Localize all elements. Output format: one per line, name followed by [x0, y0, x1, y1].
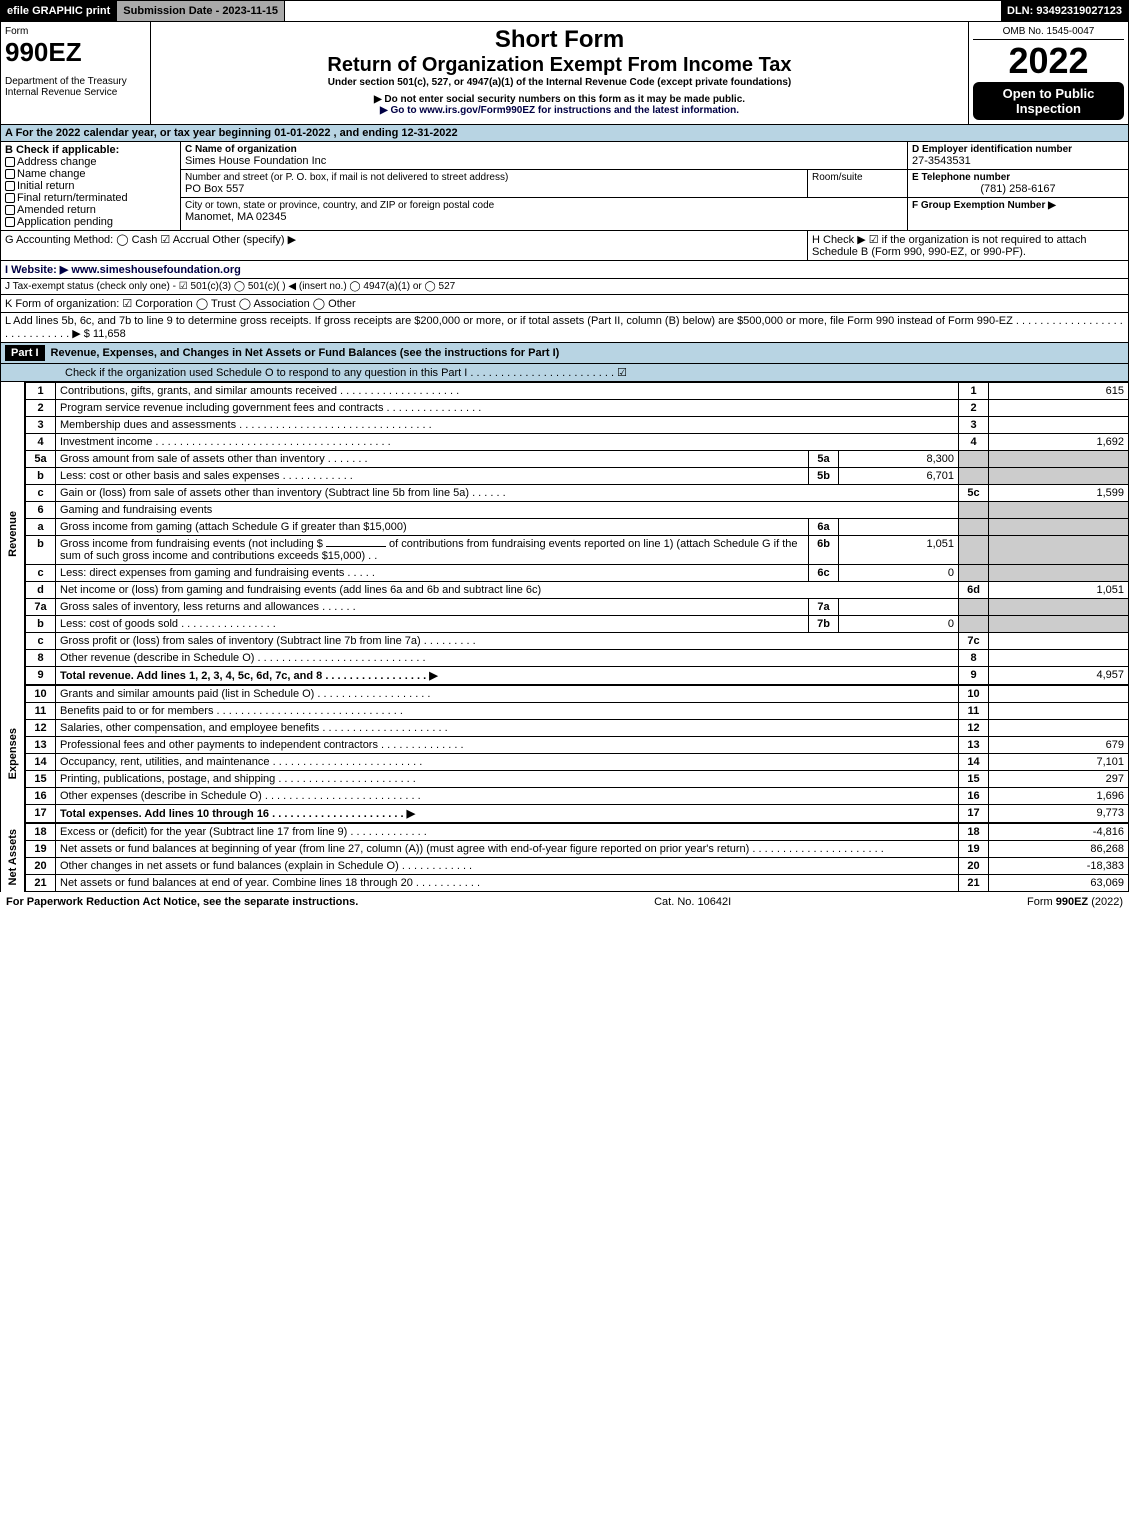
open-inspection: Open to Public Inspection	[973, 82, 1124, 120]
check-name-change[interactable]	[5, 169, 15, 179]
b-item-5: Application pending	[17, 216, 113, 228]
irs-label: Internal Revenue Service	[5, 87, 146, 98]
net-assets-label: Net Assets	[7, 829, 19, 885]
c-label: C Name of organization	[185, 144, 903, 155]
g-accounting: G Accounting Method: ◯ Cash ☑ Accrual Ot…	[1, 231, 808, 260]
part-i-check: Check if the organization used Schedule …	[65, 366, 627, 379]
check-final-return[interactable]	[5, 193, 15, 203]
street-label: Number and street (or P. O. box, if mail…	[185, 172, 803, 183]
efile-print[interactable]: efile GRAPHIC print	[1, 1, 117, 21]
ssn-warning: ▶ Do not enter social security numbers o…	[155, 94, 964, 105]
short-form-title: Short Form	[155, 26, 964, 54]
b-item-2: Initial return	[17, 180, 74, 192]
submission-date: Submission Date - 2023-11-15	[117, 1, 285, 21]
d-label: D Employer identification number	[912, 144, 1124, 155]
part-i-header: Part I Revenue, Expenses, and Changes in…	[0, 343, 1129, 364]
b-item-1: Name change	[17, 168, 86, 180]
dln: DLN: 93492319027123	[1001, 1, 1128, 21]
entity-block: B Check if applicable: Address change Na…	[0, 142, 1129, 231]
section-a: A For the 2022 calendar year, or tax yea…	[0, 125, 1129, 142]
b-item-0: Address change	[17, 156, 97, 168]
f-label: F Group Exemption Number ▶	[912, 200, 1124, 211]
org-name: Simes House Foundation Inc	[185, 155, 903, 167]
footer-right: Form 990EZ (2022)	[1027, 896, 1123, 908]
omb-number: OMB No. 1545-0047	[973, 26, 1124, 40]
under-section: Under section 501(c), 527, or 4947(a)(1)…	[155, 77, 964, 88]
check-pending[interactable]	[5, 217, 15, 227]
b-label: B Check if applicable:	[5, 144, 176, 156]
l-gross-receipts: L Add lines 5b, 6c, and 7b to line 9 to …	[1, 313, 1128, 342]
street-value: PO Box 557	[185, 183, 803, 195]
phone-value: (781) 258-6167	[912, 183, 1124, 195]
part-i-title: Revenue, Expenses, and Changes in Net As…	[51, 347, 560, 359]
dept-treasury: Department of the Treasury	[5, 76, 146, 87]
return-title: Return of Organization Exempt From Incom…	[155, 54, 964, 77]
form-header: Form 990EZ Department of the Treasury In…	[0, 22, 1129, 125]
h-check: H Check ▶ ☑ if the organization is not r…	[808, 231, 1128, 260]
form-label: Form	[5, 26, 146, 37]
b-item-4: Amended return	[17, 204, 96, 216]
revenue-label: Revenue	[7, 511, 19, 557]
check-amended[interactable]	[5, 205, 15, 215]
part-i-label: Part I	[5, 345, 45, 361]
tax-year: 2022	[973, 40, 1124, 82]
room-label: Room/suite	[812, 172, 903, 183]
top-bar: efile GRAPHIC print Submission Date - 20…	[0, 0, 1129, 22]
check-address-change[interactable]	[5, 157, 15, 167]
i-website[interactable]: I Website: ▶ www.simeshousefoundation.or…	[5, 264, 241, 276]
city-label: City or town, state or province, country…	[185, 200, 903, 211]
form-number: 990EZ	[5, 37, 146, 68]
j-tax-exempt: J Tax-exempt status (check only one) - ☑…	[1, 279, 1128, 294]
net-assets-table: 18Excess or (deficit) for the year (Subt…	[25, 823, 1129, 892]
expenses-table: 10Grants and similar amounts paid (list …	[25, 685, 1129, 823]
page-footer: For Paperwork Reduction Act Notice, see …	[0, 892, 1129, 912]
footer-mid: Cat. No. 10642I	[654, 896, 731, 908]
revenue-table: 1Contributions, gifts, grants, and simil…	[25, 382, 1129, 685]
footer-left: For Paperwork Reduction Act Notice, see …	[6, 896, 358, 908]
city-value: Manomet, MA 02345	[185, 211, 903, 223]
b-item-3: Final return/terminated	[17, 192, 128, 204]
k-org-form: K Form of organization: ☑ Corporation ◯ …	[1, 295, 1128, 312]
expenses-label: Expenses	[7, 728, 19, 779]
ein-value: 27-3543531	[912, 155, 1124, 167]
check-initial-return[interactable]	[5, 181, 15, 191]
e-label: E Telephone number	[912, 172, 1124, 183]
goto-link[interactable]: ▶ Go to www.irs.gov/Form990EZ for instru…	[155, 105, 964, 116]
